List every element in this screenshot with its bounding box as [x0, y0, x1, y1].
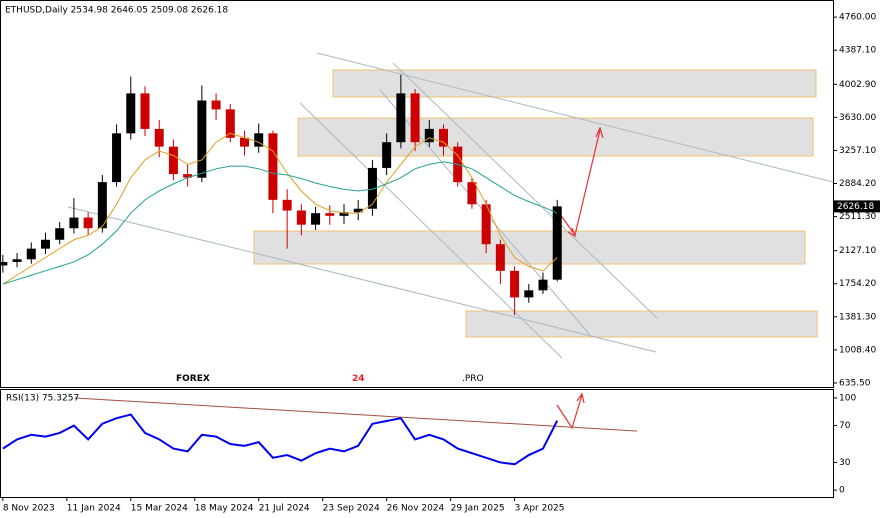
- candle-body: [154, 128, 164, 147]
- y-tick-label: 3630.00: [839, 113, 876, 123]
- y-tick-label: 635.50: [839, 378, 871, 388]
- y-tick-label: 2127.10: [839, 246, 876, 256]
- candle-body: [69, 217, 79, 229]
- watermark-brand: FOREX: [176, 374, 210, 384]
- candle-body: [12, 259, 22, 262]
- candle-body: [26, 248, 36, 260]
- y-tick-label: 4002.90: [839, 80, 876, 90]
- watermark-number: 24: [352, 374, 365, 384]
- zone: [253, 230, 806, 265]
- candle-body: [268, 133, 278, 200]
- y-tick-label: 30: [839, 458, 851, 468]
- candle-body: [282, 199, 292, 211]
- last-price-label: 2626.18: [837, 202, 874, 212]
- watermark-suffix: .PRO: [462, 374, 484, 384]
- x-tick-label: 3 Apr 2025: [515, 504, 565, 514]
- trend-line: [67, 206, 657, 353]
- y-tick-label: 100: [839, 393, 856, 403]
- candle-body: [112, 133, 122, 183]
- candle-body: [538, 279, 548, 291]
- candle-body: [40, 239, 50, 249]
- y-tick-label: 3257.10: [839, 146, 876, 156]
- candle-body: [339, 212, 349, 216]
- rsi-trend-line: [74, 397, 638, 432]
- arrow-head: [567, 227, 577, 238]
- arrow-head: [576, 392, 585, 404]
- last-price-box: [834, 200, 880, 213]
- candle-body: [197, 100, 207, 178]
- candle-body: [211, 100, 221, 110]
- x-tick-label: 23 Sep 2024: [323, 504, 380, 514]
- candle-body: [424, 128, 434, 143]
- candle-body: [410, 93, 420, 143]
- candle-body: [524, 290, 534, 298]
- candle-body: [254, 133, 264, 147]
- candle-body: [296, 210, 306, 225]
- candle-body: [396, 93, 406, 143]
- zone: [465, 310, 818, 338]
- arrow-head: [595, 126, 604, 139]
- x-tick-label: 15 Mar 2024: [131, 504, 188, 514]
- candle-body: [183, 174, 193, 178]
- plot: [0, 74, 562, 466]
- candle-body: [311, 213, 321, 225]
- rsi-line: [2, 413, 559, 466]
- x-tick-label: 21 Jul 2024: [259, 504, 310, 514]
- rsi-pane-border: [0, 389, 834, 498]
- y-tick-label: 4387.10: [839, 46, 876, 56]
- x-tick-label: 11 Jan 2024: [67, 504, 121, 514]
- candle-body: [83, 217, 93, 229]
- candle-body: [382, 142, 392, 168]
- candle-body: [552, 206, 562, 280]
- candle-body: [225, 109, 235, 138]
- candle-body: [467, 182, 477, 205]
- candle-body: [510, 270, 520, 298]
- y-tick-label: 70: [839, 421, 851, 431]
- annotations: [67, 52, 834, 432]
- candle-body: [239, 137, 249, 147]
- y-tick-label: 1008.40: [839, 345, 876, 355]
- y-tick-label: 1754.20: [839, 279, 876, 289]
- x-tick-label: 29 Jan 2025: [451, 504, 505, 514]
- candle-body: [325, 213, 335, 216]
- trend-line: [392, 62, 658, 319]
- rsi-title: RSI(13) 75.3257: [6, 394, 79, 404]
- trend-line: [299, 102, 563, 359]
- candle-body: [55, 228, 65, 240]
- x-tick-label: 26 Nov 2024: [387, 504, 445, 514]
- trend-line: [316, 52, 834, 183]
- zone: [297, 117, 814, 157]
- x-tick-label: 8 Nov 2023: [3, 504, 55, 514]
- y-tick-label: 1381.30: [839, 312, 876, 322]
- y-tick-label: 0: [839, 486, 845, 496]
- candle-body: [495, 244, 505, 271]
- moving-average: [2, 161, 558, 285]
- header: ETHUSD,Daily 2534.98 2646.05 2509.08 262…: [5, 6, 228, 16]
- price-pane-border: [0, 0, 834, 388]
- candle-body: [97, 182, 107, 229]
- y-tick-label: 4760.00: [839, 13, 876, 23]
- candle-body: [168, 146, 178, 175]
- candle-body: [481, 204, 491, 245]
- forecast-arrow: [556, 394, 583, 430]
- x-tick-label: 18 May 2024: [195, 504, 254, 514]
- y-tick-label: 2884.20: [839, 179, 876, 189]
- candle-body: [140, 93, 150, 129]
- candle-body: [0, 261, 8, 266]
- candle-body: [353, 208, 363, 213]
- y-tick-label: 2511.30: [839, 212, 876, 222]
- candle-body: [126, 93, 136, 134]
- candle-body: [367, 167, 377, 209]
- zone: [332, 69, 817, 98]
- candle-body: [439, 128, 449, 147]
